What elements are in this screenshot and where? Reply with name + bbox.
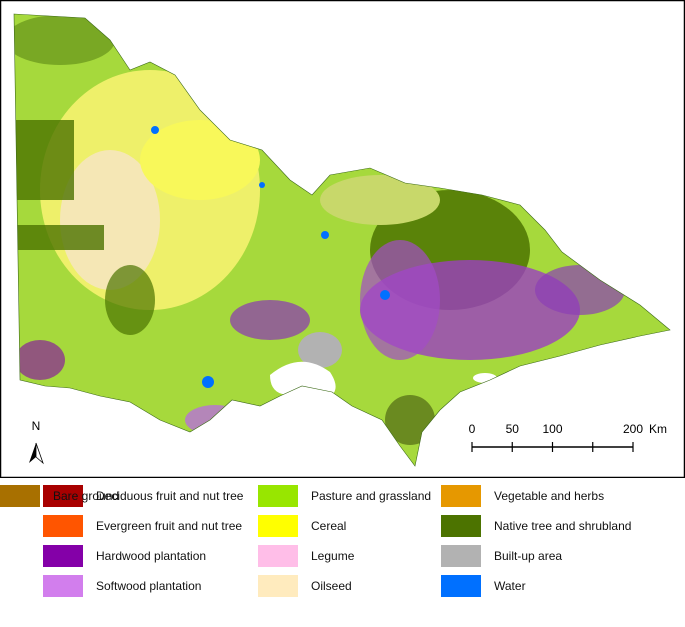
legend-swatch (441, 545, 481, 567)
legend-label: Evergreen fruit and nut tree (96, 519, 243, 533)
legend-swatch (43, 485, 83, 507)
scale-label: 0 (469, 422, 476, 436)
map-frame: N 0 50 100 200 Km (0, 0, 685, 478)
legend-label: Hardwood plantation (96, 549, 207, 563)
legend-item: Vegetable and herbs (441, 484, 604, 508)
legend-swatch (441, 485, 481, 507)
legend-item: Softwood plantation (43, 574, 201, 598)
legend-swatch (441, 515, 481, 537)
legend-label: Legume (311, 549, 355, 563)
legend-item: Hardwood plantation (43, 544, 206, 568)
legend-swatch (258, 515, 298, 537)
north-arrow: N (29, 419, 44, 465)
legend: Deciduous fruit and nut tree Evergreen fr… (0, 480, 685, 627)
legend-swatch (258, 485, 298, 507)
legend-item: Evergreen fruit and nut tree (43, 514, 242, 538)
scale-unit: Km (649, 422, 667, 436)
scale-bar: 0 50 100 200 Km (469, 422, 667, 452)
legend-swatch (43, 515, 83, 537)
scale-label: 50 (506, 422, 520, 436)
legend-swatch (441, 575, 481, 597)
legend-swatch (43, 575, 83, 597)
legend-label: Bare ground (53, 489, 120, 503)
legend-label: Softwood plantation (96, 579, 202, 593)
legend-item: Built-up area (441, 544, 562, 568)
legend-swatch (258, 575, 298, 597)
legend-swatch (258, 545, 298, 567)
legend-item: Deciduous fruit and nut tree (43, 484, 243, 508)
legend-item: Pasture and grassland (258, 484, 431, 508)
north-label: N (32, 419, 41, 433)
legend-item: Cereal (258, 514, 346, 538)
legend-label: Water (494, 579, 526, 593)
legend-label: Vegetable and herbs (494, 489, 605, 503)
legend-label: Native tree and shrubland (494, 519, 632, 533)
legend-swatch (0, 485, 40, 507)
legend-label: Oilseed (311, 579, 352, 593)
legend-label: Built-up area (494, 549, 563, 563)
legend-item: Legume (258, 544, 354, 568)
legend-label: Cereal (311, 519, 347, 533)
legend-item: Oilseed (258, 574, 352, 598)
legend-item: Water (441, 574, 526, 598)
scale-label: 100 (542, 422, 562, 436)
legend-item: Bare ground (0, 484, 119, 508)
legend-swatch (43, 545, 83, 567)
legend-label: Deciduous fruit and nut tree (96, 489, 244, 503)
legend-label: Pasture and grassland (311, 489, 432, 503)
scale-label: 200 (623, 422, 643, 436)
legend-item: Native tree and shrubland (441, 514, 631, 538)
